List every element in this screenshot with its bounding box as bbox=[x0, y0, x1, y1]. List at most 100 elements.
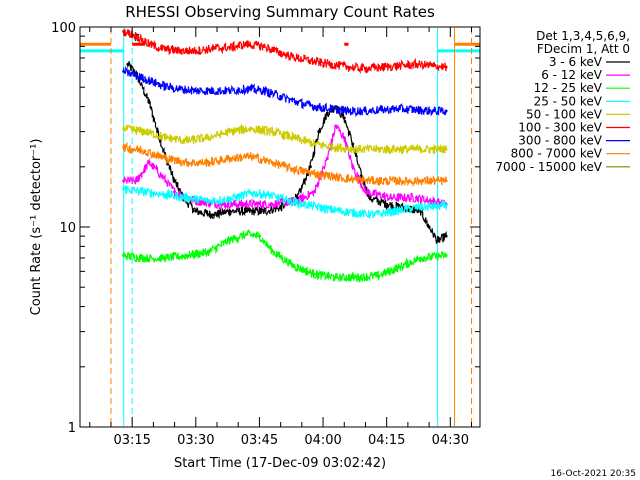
data-point bbox=[164, 193, 168, 197]
data-point bbox=[245, 232, 249, 236]
data-point bbox=[228, 197, 232, 201]
data-point bbox=[397, 147, 401, 151]
data-point bbox=[147, 42, 151, 46]
data-point bbox=[397, 179, 401, 183]
data-point bbox=[444, 204, 448, 208]
chart-title: RHESSI Observing Summary Count Rates bbox=[125, 3, 435, 21]
data-point bbox=[380, 65, 384, 69]
data-point bbox=[228, 130, 232, 134]
data-point bbox=[376, 179, 380, 183]
data-point bbox=[270, 202, 274, 206]
data-point bbox=[228, 209, 232, 213]
data-point bbox=[444, 147, 448, 151]
legend-label: 100 - 300 keV bbox=[518, 121, 602, 135]
series-6 bbox=[122, 65, 448, 118]
data-point bbox=[266, 193, 270, 197]
data-point bbox=[279, 51, 283, 55]
series-line bbox=[123, 141, 447, 188]
data-point bbox=[143, 149, 147, 153]
data-point bbox=[380, 108, 384, 112]
legend-header-line-2: FDecim 1, Att 0 bbox=[537, 42, 630, 56]
data-point bbox=[419, 147, 423, 151]
data-point bbox=[122, 254, 126, 258]
legend-label: 300 - 800 keV bbox=[518, 134, 602, 148]
data-point bbox=[397, 265, 401, 269]
data-point bbox=[134, 179, 138, 183]
data-point bbox=[185, 196, 189, 200]
x-tick-label: 03:30 bbox=[177, 433, 214, 448]
data-point bbox=[147, 100, 151, 104]
data-point bbox=[436, 239, 440, 243]
data-point bbox=[313, 272, 317, 276]
data-point bbox=[414, 206, 418, 210]
data-point bbox=[160, 174, 164, 178]
legend-label: 6 - 12 keV bbox=[541, 68, 603, 82]
data-point bbox=[414, 108, 418, 112]
data-point bbox=[160, 47, 164, 51]
data-point bbox=[160, 83, 164, 87]
series-line bbox=[123, 28, 447, 75]
data-point bbox=[279, 94, 283, 98]
data-point bbox=[228, 89, 232, 93]
y-tick-label: 1 bbox=[68, 421, 76, 436]
data-point bbox=[211, 89, 215, 93]
data-point bbox=[313, 142, 317, 146]
data-point bbox=[122, 127, 126, 131]
data-point bbox=[194, 49, 198, 53]
data-point bbox=[419, 179, 423, 183]
series-line bbox=[123, 185, 447, 219]
data-point bbox=[431, 64, 435, 68]
data-point bbox=[249, 191, 253, 195]
plot-data: F bbox=[80, 28, 480, 426]
data-point bbox=[147, 79, 151, 83]
data-point bbox=[414, 62, 418, 66]
data-point bbox=[228, 45, 232, 49]
data-point bbox=[249, 155, 253, 159]
data-point bbox=[414, 196, 418, 200]
data-point bbox=[270, 249, 274, 253]
data-point bbox=[313, 190, 317, 194]
data-point bbox=[325, 111, 329, 115]
series-2 bbox=[122, 229, 448, 284]
legend-label: 7000 - 15000 keV bbox=[495, 160, 602, 174]
data-point bbox=[228, 238, 232, 242]
data-point bbox=[351, 165, 355, 169]
data-point bbox=[444, 65, 448, 69]
data-point bbox=[351, 211, 355, 215]
data-point bbox=[296, 56, 300, 60]
data-point bbox=[444, 179, 448, 183]
legend-label: 25 - 50 keV bbox=[534, 94, 603, 108]
data-point bbox=[342, 136, 346, 140]
data-point bbox=[334, 124, 338, 128]
data-point bbox=[287, 199, 291, 203]
series-3 bbox=[122, 185, 448, 219]
data-point bbox=[363, 67, 367, 71]
timestamp: 16-Oct-2021 20:35 bbox=[551, 469, 636, 479]
data-point bbox=[355, 147, 359, 151]
data-point bbox=[372, 213, 376, 217]
data-point bbox=[122, 179, 126, 183]
legend-label: 800 - 7000 keV bbox=[511, 147, 603, 161]
data-point bbox=[194, 89, 198, 93]
data-point bbox=[342, 116, 346, 120]
data-point bbox=[296, 100, 300, 104]
data-point bbox=[245, 209, 249, 213]
data-point bbox=[355, 275, 359, 279]
data-point bbox=[143, 190, 147, 194]
data-point bbox=[257, 234, 261, 238]
data-point bbox=[444, 109, 448, 113]
data-point bbox=[363, 190, 367, 194]
y-tick-label: 100 bbox=[51, 21, 76, 36]
data-point bbox=[185, 139, 189, 143]
data-point bbox=[376, 274, 380, 278]
data-point bbox=[313, 60, 317, 64]
data-point bbox=[427, 225, 431, 229]
x-tick-label: 04:30 bbox=[432, 433, 469, 448]
data-point bbox=[363, 109, 367, 113]
data-point bbox=[194, 209, 198, 213]
data-point bbox=[270, 130, 274, 134]
data-point bbox=[270, 161, 274, 165]
data-point bbox=[385, 202, 389, 206]
axes: 1 10 100 03:15 03:30 03:45 04:00 04:15 04:30 bbox=[51, 21, 480, 448]
legend-label: 3 - 6 keV bbox=[549, 55, 603, 69]
